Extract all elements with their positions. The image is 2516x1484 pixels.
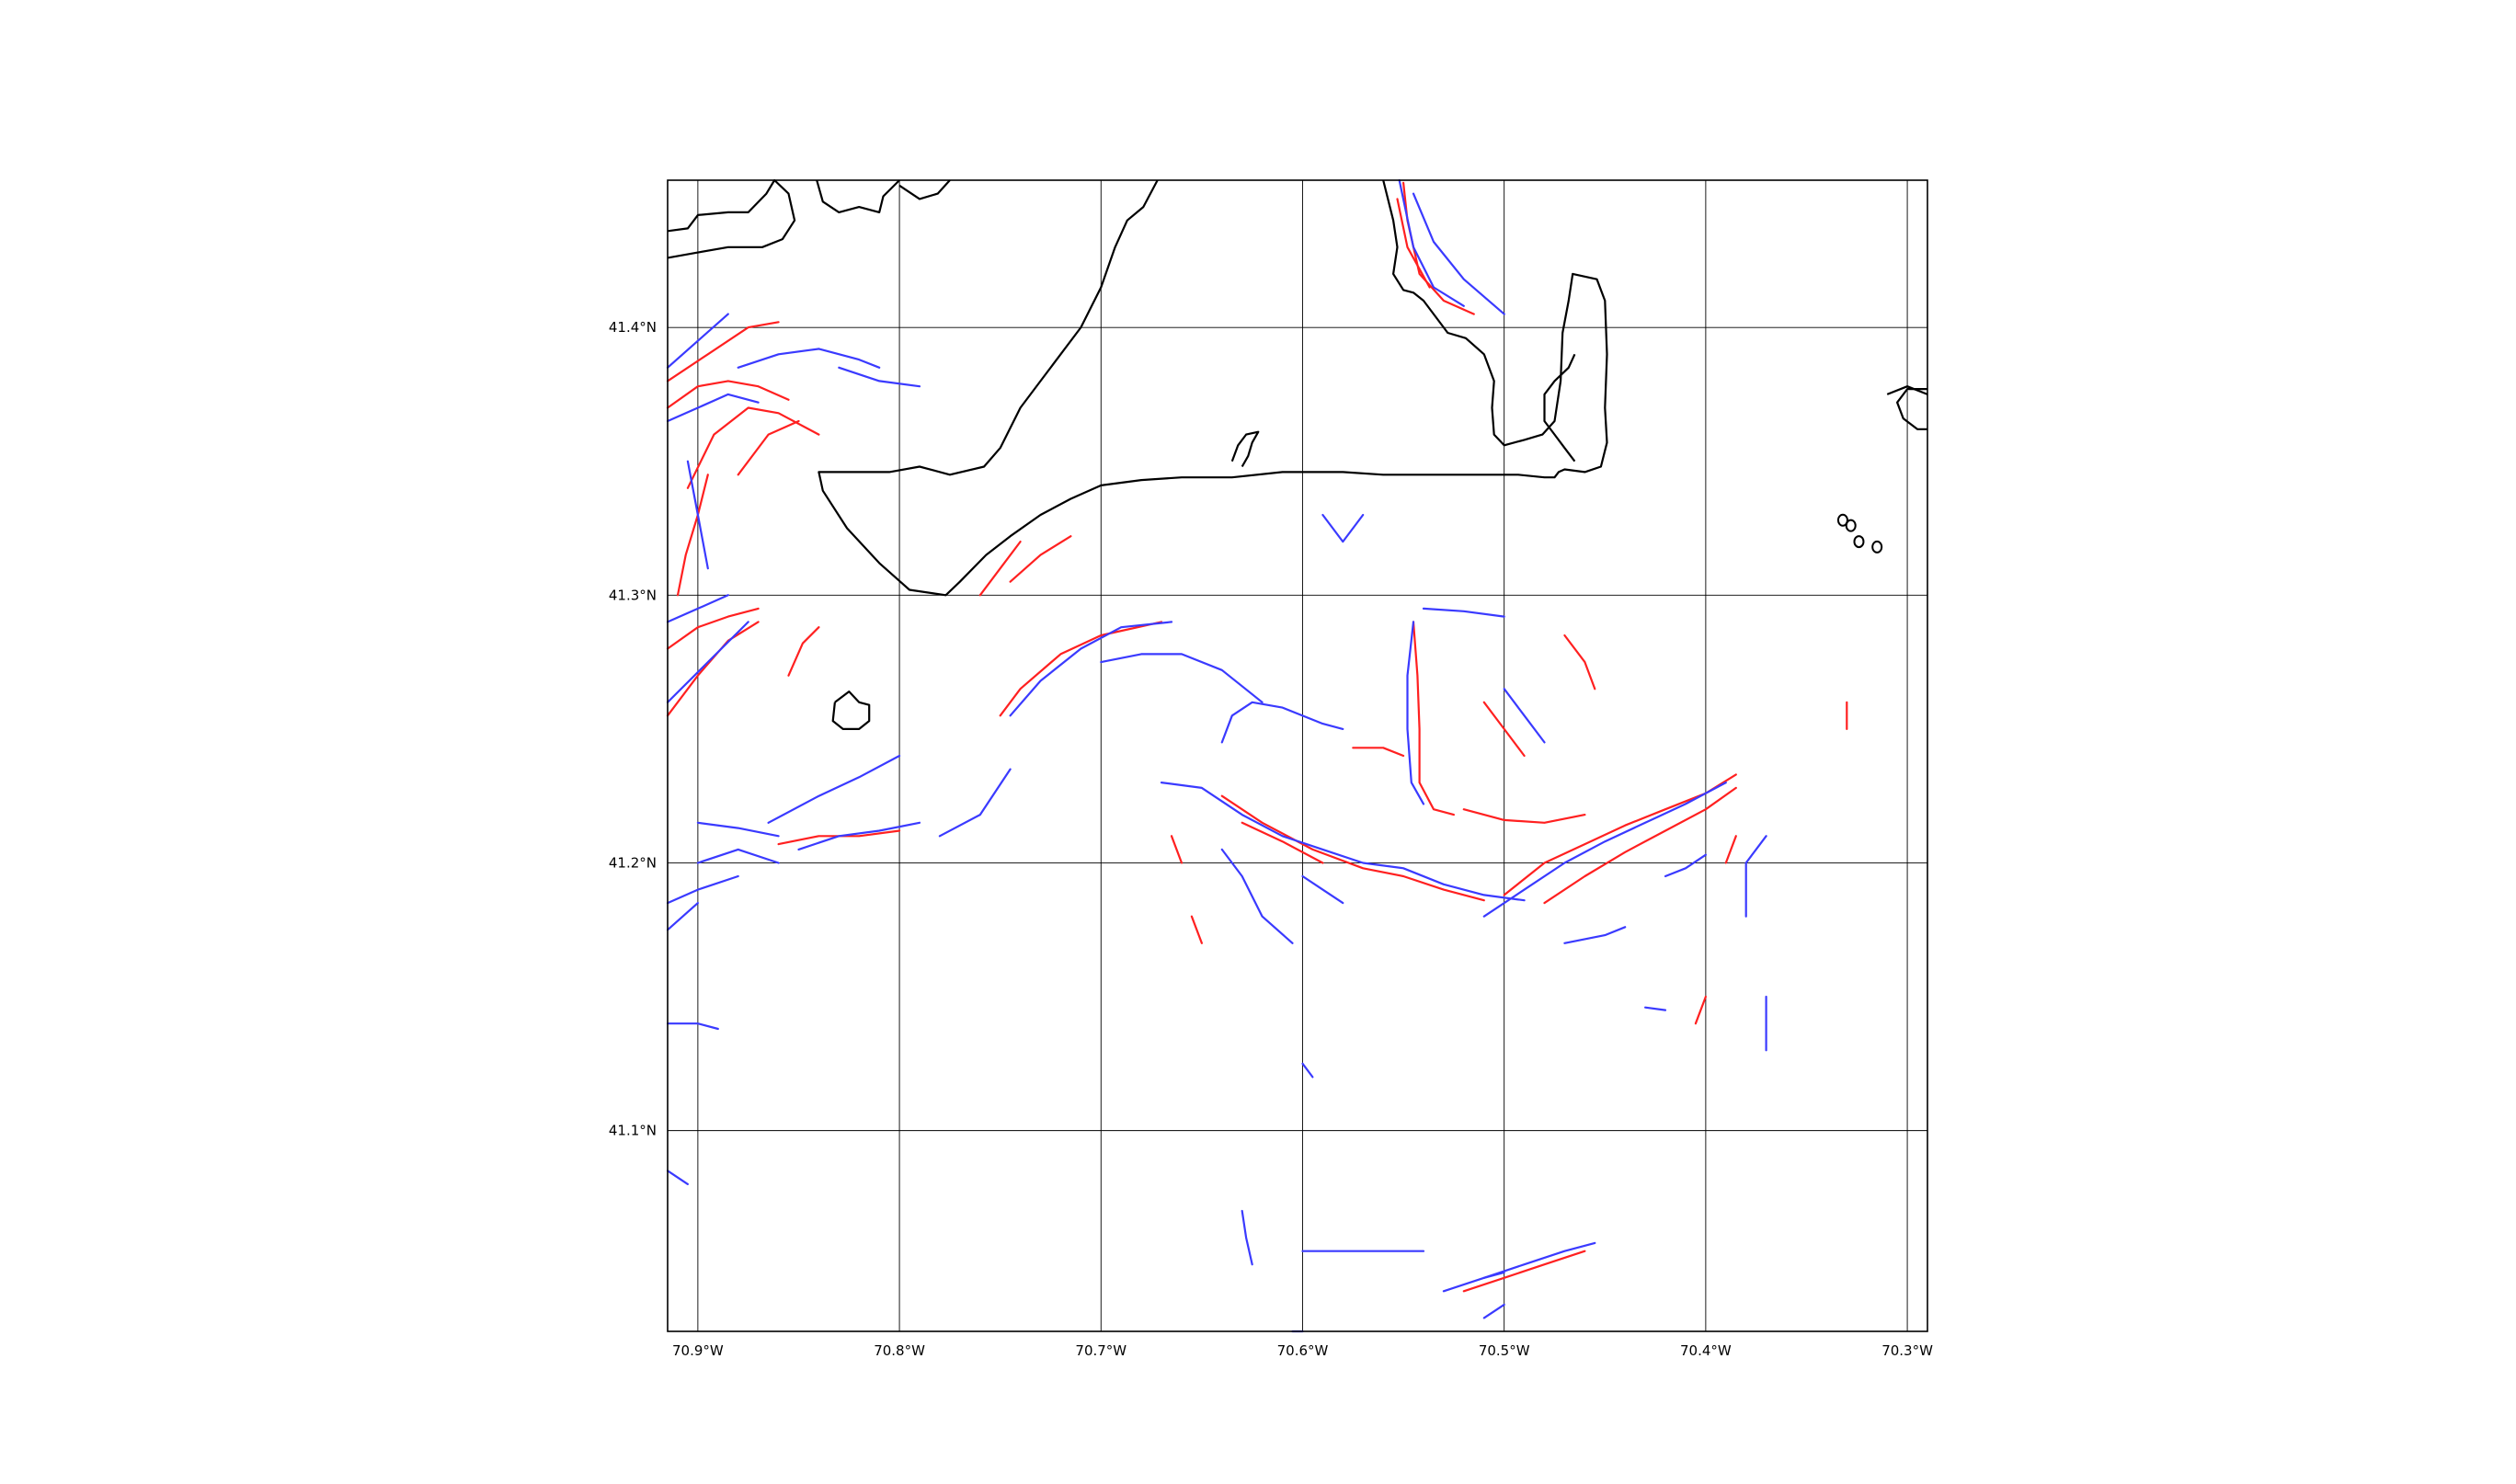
coastline-segment (831, 691, 871, 730)
front-red (1482, 701, 1526, 758)
front-blue (1422, 607, 1505, 618)
coastlines (667, 178, 1928, 730)
front-red (1694, 995, 1707, 1025)
front-red (666, 621, 760, 717)
front-red (787, 626, 820, 677)
front-blue (696, 821, 780, 838)
coastline-segment (898, 179, 951, 200)
front-blue (1563, 926, 1627, 944)
front-blue (1664, 853, 1707, 878)
front-blue (666, 1022, 719, 1031)
front-red (1009, 535, 1072, 583)
front-red (1543, 786, 1737, 905)
lon-tick-label: 70.8°W (874, 1342, 925, 1359)
front-red (1462, 1250, 1586, 1293)
lat-tick-label: 41.1°N (609, 1123, 657, 1139)
front-red (1220, 794, 1485, 902)
coastline-segment (1543, 353, 1576, 462)
coastline-segment (667, 178, 796, 259)
front-red (666, 321, 780, 382)
lon-tick-label: 70.9°W (672, 1342, 724, 1359)
front-red (777, 829, 901, 846)
front-blue (666, 393, 760, 423)
front-blue (797, 821, 921, 850)
lat-tick-label: 41.4°N (609, 319, 657, 336)
front-blue (1503, 688, 1546, 744)
gridlines (668, 180, 1927, 1331)
tick-labels: 70.9°W 70.8°W 70.7°W 70.6°W 70.5°W 70.4°W 70.3… (609, 319, 1933, 1359)
lon-tick-label: 70.3°W (1881, 1342, 1933, 1359)
islet (1871, 540, 1883, 554)
front-red (978, 541, 1022, 597)
coastline-segment (1896, 388, 1927, 430)
front-blue (1406, 621, 1425, 805)
front-blue (696, 848, 780, 864)
front-blue (666, 594, 729, 623)
front-red (1396, 198, 1431, 289)
islet (1853, 535, 1865, 549)
fronts-red (666, 181, 1848, 1293)
lon-tick-label: 70.5°W (1479, 1342, 1530, 1359)
front-blue (1398, 178, 1465, 307)
islet (1845, 519, 1857, 532)
front-blue (1321, 513, 1365, 543)
front-blue (1482, 782, 1727, 918)
lon-tick-label: 70.4°W (1680, 1342, 1732, 1359)
front-red (1190, 915, 1203, 944)
front-blue (1301, 1062, 1314, 1079)
front-red (737, 419, 800, 476)
coastline-segment (1886, 385, 1928, 395)
front-blue (1644, 1006, 1667, 1011)
front-blue (1160, 782, 1526, 902)
coastline-segment (816, 179, 900, 213)
front-red (686, 406, 820, 489)
front-blue (737, 348, 881, 369)
front-blue (767, 754, 901, 824)
front-blue (1301, 874, 1344, 905)
front-blue (666, 874, 739, 905)
front-blue (938, 768, 1012, 838)
front-blue (1482, 1303, 1505, 1319)
lat-tick-label: 41.3°N (609, 587, 657, 603)
front-red (1563, 634, 1596, 691)
front-red (1462, 808, 1586, 824)
front-red (1352, 747, 1405, 758)
lon-tick-label: 70.7°W (1075, 1342, 1126, 1359)
front-blue (1220, 701, 1344, 744)
front-blue (1412, 192, 1505, 315)
front-blue (1442, 1241, 1596, 1293)
front-red (1724, 835, 1737, 864)
front-blue (838, 366, 921, 388)
coastline-segment (818, 179, 1608, 597)
front-blue (666, 902, 699, 931)
front-red (676, 474, 709, 597)
front-blue (1100, 653, 1264, 703)
front-red (1412, 621, 1455, 816)
front-blue (1220, 848, 1294, 944)
fronts-blue (666, 178, 1767, 1333)
front-red (666, 380, 790, 409)
front-blue (1241, 1209, 1253, 1266)
lon-tick-label: 70.6°W (1277, 1342, 1329, 1359)
front-blue (666, 1170, 689, 1185)
front-blue (1744, 835, 1767, 918)
islet (1836, 513, 1848, 527)
front-red (1170, 835, 1184, 864)
front-red (999, 621, 1163, 717)
front-red (666, 607, 760, 650)
coastline-segment (1230, 430, 1260, 468)
front-blue (666, 313, 729, 369)
front-blue (686, 460, 709, 570)
front-red (1241, 821, 1324, 864)
front-blue (666, 621, 749, 703)
front-blue (1009, 621, 1173, 717)
lat-tick-label: 41.2°N (609, 854, 657, 871)
map-frame (667, 179, 1928, 1332)
